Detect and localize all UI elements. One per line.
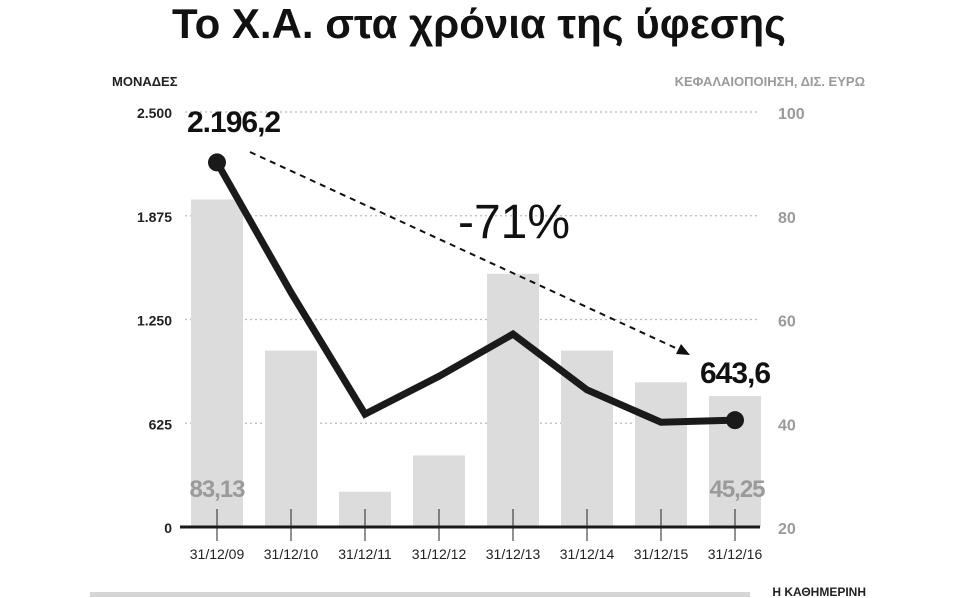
- source-label: Η ΚΑΘΗΜΕΡΙΝΗ: [772, 585, 866, 598]
- x-tick-label: 31/12/16: [708, 546, 763, 562]
- footer-rule: [90, 592, 750, 597]
- x-tick-label: 31/12/14: [560, 546, 615, 562]
- x-tick-label: 31/12/15: [634, 546, 689, 562]
- bar: [265, 350, 317, 527]
- right-tick-label: 60: [778, 314, 796, 331]
- trend-arrow: [249, 151, 681, 351]
- trend-arrowhead: [676, 344, 690, 355]
- first-bar-label: 83,13: [189, 476, 245, 503]
- index-line: [208, 153, 744, 430]
- x-tick-label: 31/12/09: [190, 546, 245, 562]
- left-axis-ticks: 0 625 1.250 1.875 2.500: [137, 105, 172, 536]
- x-tick-label: 31/12/10: [264, 546, 319, 562]
- start-value-label: 2.196,2: [187, 106, 280, 139]
- bar: [487, 273, 539, 527]
- right-tick-label: 80: [778, 210, 796, 227]
- right-tick-label: 40: [778, 417, 796, 434]
- x-tick-label: 31/12/13: [486, 546, 541, 562]
- right-axis-label: ΚΕΦΑΛΑΙΟΠΟΙΗΣΗ, ΔΙΣ. ΕΥΡΩ: [675, 74, 865, 89]
- line-path: [213, 160, 736, 426]
- right-tick-label: 20: [778, 521, 796, 538]
- left-tick-label: 1.875: [137, 209, 172, 225]
- change-label: -71%: [458, 196, 570, 249]
- left-tick-label: 0: [164, 520, 172, 536]
- left-tick-label: 1.250: [137, 313, 172, 329]
- bars: [191, 199, 761, 527]
- line-endpoint: [726, 411, 744, 430]
- last-bar-label: 45,25: [709, 476, 765, 503]
- chart-title: Το Χ.Α. στα χρόνια της ύφεσης: [172, 0, 786, 47]
- left-tick-label: 2.500: [137, 105, 172, 121]
- line-endpoint: [208, 153, 226, 172]
- x-axis-ticks: 31/12/09 31/12/10 31/12/11 31/12/12 31/12/13…: [190, 509, 763, 562]
- bar: [191, 199, 243, 527]
- left-tick-label: 625: [149, 416, 173, 432]
- bar: [635, 382, 687, 527]
- left-axis-label: ΜΟΝΑΔΕΣ: [112, 74, 178, 89]
- x-tick-label: 31/12/11: [338, 546, 392, 562]
- x-tick-label: 31/12/12: [412, 546, 467, 562]
- end-value-label: 643,6: [700, 357, 770, 390]
- right-tick-label: 100: [778, 106, 805, 123]
- right-axis-ticks: 20 40 60 80 100: [778, 106, 805, 538]
